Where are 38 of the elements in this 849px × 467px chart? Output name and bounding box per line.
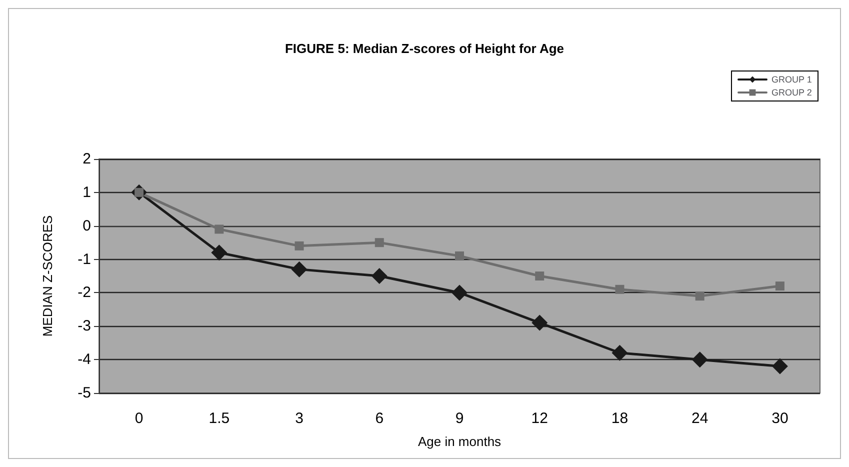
y-tick-label: -3 <box>78 318 91 335</box>
x-tick-label: 6 <box>375 410 384 427</box>
point <box>772 358 788 374</box>
x-tick-label: 12 <box>531 410 548 427</box>
point <box>615 284 624 294</box>
y-tick-label: 1 <box>82 184 91 201</box>
chart-title: FIGURE 5: Median Z-scores of Height for Age <box>284 41 564 56</box>
x-axis-title: Age in months <box>418 434 502 449</box>
y-tick-label: 2 <box>82 150 91 168</box>
point <box>455 251 464 260</box>
point <box>374 238 384 248</box>
point <box>692 352 708 368</box>
y-tick-label: -1 <box>78 250 91 268</box>
point <box>695 292 704 301</box>
point <box>532 314 548 331</box>
y-tick-label: -5 <box>78 384 91 402</box>
point <box>371 268 388 284</box>
x-tick-label: 0 <box>134 410 144 427</box>
point <box>612 344 628 361</box>
point <box>291 261 308 278</box>
point <box>535 272 544 280</box>
y-tick-label: -2 <box>78 284 91 302</box>
y-tick-label: -4 <box>78 351 91 368</box>
point <box>294 241 304 250</box>
y-axis-title: MEDIAN Z-SCORES <box>40 215 55 337</box>
x-tick-label: 30 <box>772 410 788 427</box>
legend-label: GROUP 1 <box>771 74 812 84</box>
x-tick-label: 9 <box>455 410 464 427</box>
point <box>214 224 224 234</box>
point <box>775 282 784 291</box>
x-tick-label: 24 <box>691 410 708 427</box>
x-tick-label: 1.5 <box>208 410 230 427</box>
x-tick-label: 3 <box>295 410 304 427</box>
point <box>211 244 228 261</box>
x-tick-label: 18 <box>611 410 628 427</box>
point <box>452 284 468 301</box>
y-tick-label: 0 <box>82 217 91 234</box>
legend-label: GROUP 2 <box>771 88 812 98</box>
